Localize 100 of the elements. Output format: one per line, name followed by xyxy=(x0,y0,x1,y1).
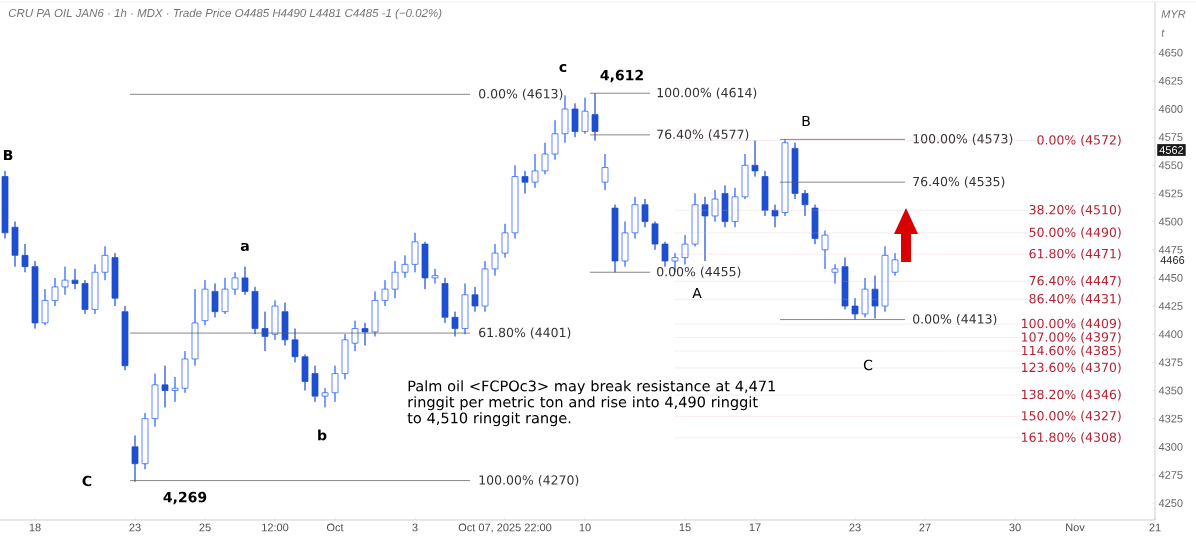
candlestick xyxy=(411,232,419,273)
y-tick-label: 4250 xyxy=(1158,499,1183,507)
candlestick xyxy=(791,142,799,200)
candlestick xyxy=(141,412,149,470)
candlestick xyxy=(481,260,489,313)
ref-line-label: 76.40% (4447) xyxy=(1029,275,1121,287)
y-tick-label: 4450 xyxy=(1158,274,1183,282)
candlestick xyxy=(221,277,229,315)
y-tick-label: 4375 xyxy=(1158,358,1183,367)
text: CRU PA OIL JAN6 · 1h · MDX · Trade Price O4485 H4490 L4481 C4485 -1 (−0.02%) xyxy=(8,8,442,20)
ref-line-label: 76.40% (4535) xyxy=(913,176,1005,188)
x-tick-label: 12:00 xyxy=(262,523,289,532)
candlestick xyxy=(561,95,569,144)
candlestick xyxy=(21,243,29,273)
candlestick xyxy=(471,286,479,313)
candlestick xyxy=(811,204,819,245)
candlestick xyxy=(881,245,889,313)
candlestick xyxy=(641,198,649,228)
x-tick-label: 30 xyxy=(1009,523,1021,532)
candlestick xyxy=(191,288,199,367)
candlestick xyxy=(181,350,189,394)
candlestick xyxy=(581,97,589,135)
candlestick xyxy=(511,164,519,239)
candlestick xyxy=(551,119,559,161)
annotation: Palm oil <FCPOc3> may break resistance at 4,471 ringgit per metric ton and rise into 4,490 ringgit to 4,510 ringgit range. xyxy=(407,380,775,427)
y-tick-label: 4475 xyxy=(1158,245,1183,254)
candlestick xyxy=(651,221,659,251)
candlestick xyxy=(621,221,629,268)
x-tick-label: 23 xyxy=(129,523,141,532)
text: 4466 xyxy=(1160,256,1185,264)
candlestick xyxy=(831,264,839,284)
y-tick-label: 4425 xyxy=(1158,302,1183,310)
ref-line-label: 38.20% (4510) xyxy=(1029,204,1121,216)
x-tick-label: 3 xyxy=(412,523,418,532)
candlestick xyxy=(661,241,669,268)
ref-line-label: 107.00% (4397) xyxy=(1022,332,1121,344)
candlestick xyxy=(321,387,329,408)
candlestick xyxy=(11,221,19,268)
candlestick xyxy=(271,300,279,341)
candlestick xyxy=(711,189,719,222)
candlestick xyxy=(681,234,689,265)
text: 4562 xyxy=(1159,146,1184,154)
annotation: b xyxy=(318,429,327,441)
candlestick xyxy=(101,245,109,281)
candlestick xyxy=(401,254,409,279)
ref-line-label: 61.80% (4401) xyxy=(479,327,571,339)
candlestick xyxy=(311,365,319,403)
ref-line-label: 100.00% (4614) xyxy=(657,87,757,99)
y-tick-label: 4350 xyxy=(1158,386,1183,395)
candlestick xyxy=(541,142,549,175)
ref-line-label: 123.60% (4370) xyxy=(1022,362,1121,374)
candlestick xyxy=(161,365,169,408)
candlestick xyxy=(1,170,9,239)
y-tick-label: 4625 xyxy=(1158,76,1183,85)
ref-line-label: 50.00% (4490) xyxy=(1029,227,1121,239)
candlestick xyxy=(41,288,49,326)
candlestick xyxy=(111,252,119,307)
x-tick-label: 27 xyxy=(919,523,931,532)
candlestick xyxy=(461,283,469,335)
ref-line-label: 76.40% (4577) xyxy=(657,129,749,141)
x-tick-label: 25 xyxy=(199,523,211,532)
candlestick xyxy=(451,311,459,337)
y-tick-label: 4600 xyxy=(1158,105,1183,113)
x-tick-label: 10 xyxy=(579,523,591,532)
candlestick xyxy=(51,277,59,307)
annotation: C xyxy=(863,359,873,371)
candlestick xyxy=(721,185,729,228)
candlestick xyxy=(301,354,309,391)
x-tick-label: 23 xyxy=(849,523,861,532)
candlestick xyxy=(821,230,829,270)
x-tick-label: 17 xyxy=(749,523,761,532)
ref-line-label: 61.80% (4471) xyxy=(1029,248,1121,260)
x-tick-label: Nov xyxy=(1066,523,1085,532)
annotation: a xyxy=(240,242,249,252)
candlestick xyxy=(131,435,139,483)
ref-line-label: 0.00% (4455) xyxy=(657,266,741,278)
ref-line-label: 0.00% (4572) xyxy=(1037,134,1121,147)
candlestick xyxy=(231,271,239,296)
candlestick xyxy=(391,260,399,299)
candlestick xyxy=(91,264,99,315)
candlestick xyxy=(251,286,259,335)
candlestick xyxy=(701,196,709,262)
ref-line-label: 86.40% (4431) xyxy=(1029,293,1121,305)
candlestick xyxy=(611,204,619,273)
candlestick xyxy=(591,92,599,141)
y-tick-label: 4525 xyxy=(1158,189,1183,198)
ref-line-label: 100.00% (4409) xyxy=(1022,318,1121,330)
candlestick xyxy=(171,376,179,403)
candlestick xyxy=(571,102,579,138)
candlestick xyxy=(211,283,219,318)
x-tick-label: Oct xyxy=(326,523,344,532)
candlestick xyxy=(731,187,739,228)
annotation: A xyxy=(692,287,702,299)
x-tick-label: 18 xyxy=(29,523,41,532)
candlestick xyxy=(371,291,379,337)
candlestick xyxy=(521,170,529,194)
candlestick xyxy=(291,328,299,363)
candlestick xyxy=(281,302,289,346)
ref-line-label: 161.80% (4308) xyxy=(1022,432,1121,444)
candlestick xyxy=(771,204,779,228)
